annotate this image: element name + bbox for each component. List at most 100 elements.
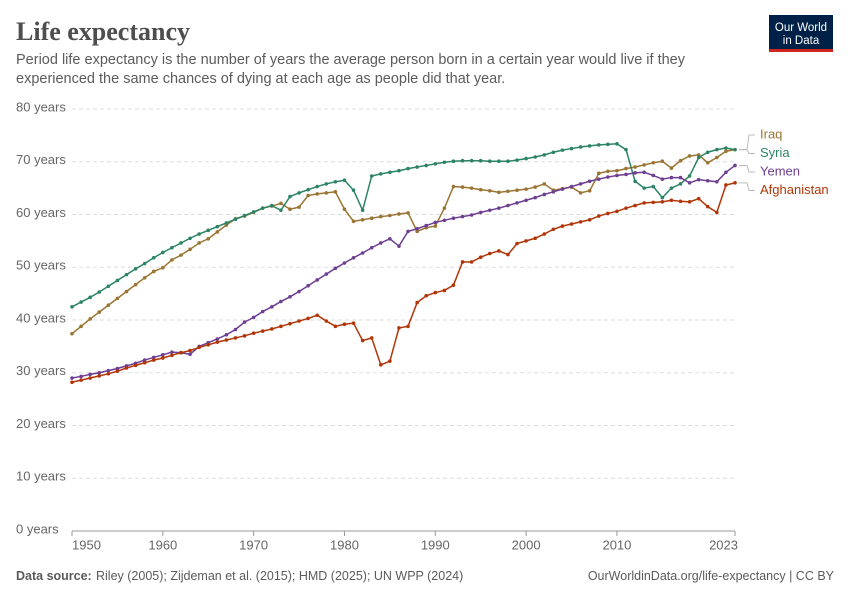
point — [533, 236, 537, 241]
point — [306, 187, 310, 192]
x-tick-label: 1980 — [330, 537, 359, 552]
source-label: Data source: — [16, 569, 92, 583]
point — [297, 319, 301, 323]
point — [460, 185, 465, 189]
point — [279, 299, 283, 304]
point — [206, 236, 211, 241]
point — [378, 172, 383, 176]
series-line — [71, 148, 736, 335]
point — [306, 316, 310, 321]
point — [696, 153, 701, 157]
x-tick-label: 2023 — [709, 537, 738, 552]
point — [88, 372, 92, 377]
point — [642, 186, 646, 190]
point — [288, 321, 292, 326]
point — [651, 200, 656, 205]
point — [596, 177, 601, 181]
point — [660, 177, 665, 181]
point — [188, 247, 192, 252]
point — [696, 177, 701, 182]
point — [106, 372, 111, 376]
point — [415, 300, 419, 305]
point — [433, 162, 438, 166]
y-tick-label: 60 years — [16, 205, 66, 220]
point — [79, 300, 83, 304]
legend-connector — [739, 182, 755, 191]
point — [606, 175, 610, 179]
series-line — [71, 164, 736, 379]
point — [551, 227, 556, 232]
point — [497, 190, 501, 195]
point — [342, 261, 347, 265]
point — [578, 191, 583, 195]
point — [279, 324, 283, 329]
point — [88, 376, 92, 380]
point — [378, 363, 383, 367]
point — [587, 217, 592, 222]
point — [678, 182, 683, 186]
point — [687, 154, 692, 158]
point — [133, 267, 138, 271]
point — [524, 156, 528, 161]
point — [651, 173, 656, 178]
point — [615, 168, 619, 173]
point — [669, 186, 674, 190]
point — [406, 166, 410, 171]
point — [233, 327, 238, 332]
point — [97, 370, 102, 375]
point — [406, 229, 410, 234]
point — [70, 331, 74, 336]
point — [351, 219, 356, 224]
point — [624, 172, 628, 177]
point — [360, 208, 365, 213]
point — [678, 158, 683, 163]
point — [161, 250, 165, 255]
point — [660, 159, 665, 164]
point — [424, 223, 429, 228]
point — [415, 165, 419, 169]
x-tick-label: 1950 — [72, 537, 101, 552]
point — [624, 206, 628, 210]
point — [251, 210, 256, 214]
point — [733, 147, 737, 152]
legend-label: Yemen — [760, 163, 800, 178]
point — [97, 290, 102, 294]
point — [696, 196, 701, 201]
point — [260, 329, 265, 333]
point — [542, 182, 547, 186]
point — [524, 198, 528, 203]
point — [606, 211, 610, 216]
point — [224, 221, 229, 225]
point — [369, 336, 374, 340]
point — [487, 188, 492, 193]
point — [569, 146, 574, 151]
legend-connector — [739, 149, 755, 154]
legend-label: Iraq — [760, 126, 782, 141]
point — [388, 170, 392, 175]
point — [215, 230, 220, 234]
point — [687, 174, 692, 178]
point — [460, 260, 465, 264]
point — [151, 269, 156, 274]
point — [587, 188, 592, 193]
point — [79, 378, 83, 382]
point — [424, 293, 429, 298]
point — [106, 284, 111, 289]
point — [533, 195, 537, 200]
point — [242, 320, 247, 324]
point — [524, 187, 528, 191]
point — [324, 272, 329, 276]
point — [351, 188, 356, 193]
point — [124, 289, 129, 294]
point — [324, 319, 329, 323]
point — [442, 160, 447, 165]
point — [669, 175, 674, 180]
point — [587, 179, 592, 184]
point — [478, 210, 483, 215]
point — [724, 149, 728, 153]
point — [224, 338, 229, 342]
point — [315, 313, 320, 318]
point — [170, 350, 174, 354]
point — [306, 283, 310, 288]
y-tick-label: 10 years — [16, 469, 66, 484]
